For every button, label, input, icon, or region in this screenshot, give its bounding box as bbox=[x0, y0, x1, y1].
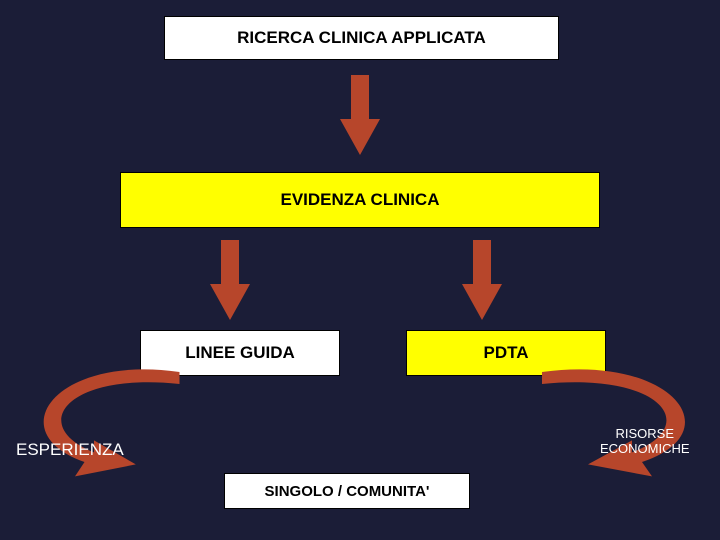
arrow-down-3 bbox=[462, 240, 502, 320]
curved-arrow-left bbox=[18, 366, 208, 491]
label-risorse: RISORSE ECONOMICHE bbox=[600, 426, 690, 456]
box-ricerca: RICERCA CLINICA APPLICATA bbox=[164, 16, 559, 60]
box-ricerca-text: RICERCA CLINICA APPLICATA bbox=[237, 28, 486, 48]
box-singolo: SINGOLO / COMUNITA' bbox=[224, 473, 470, 509]
box-evidenza-text: EVIDENZA CLINICA bbox=[281, 190, 440, 210]
label-esperienza-text: ESPERIENZA bbox=[16, 440, 124, 459]
arrow-down-2 bbox=[210, 240, 250, 320]
label-risorse-text: RISORSE ECONOMICHE bbox=[600, 426, 690, 456]
box-pdta-text: PDTA bbox=[483, 343, 528, 363]
arrow-down-1 bbox=[340, 75, 380, 155]
box-evidenza: EVIDENZA CLINICA bbox=[120, 172, 600, 228]
box-linee-text: LINEE GUIDA bbox=[185, 343, 295, 363]
label-esperienza: ESPERIENZA bbox=[16, 440, 124, 460]
box-singolo-text: SINGOLO / COMUNITA' bbox=[265, 483, 430, 500]
